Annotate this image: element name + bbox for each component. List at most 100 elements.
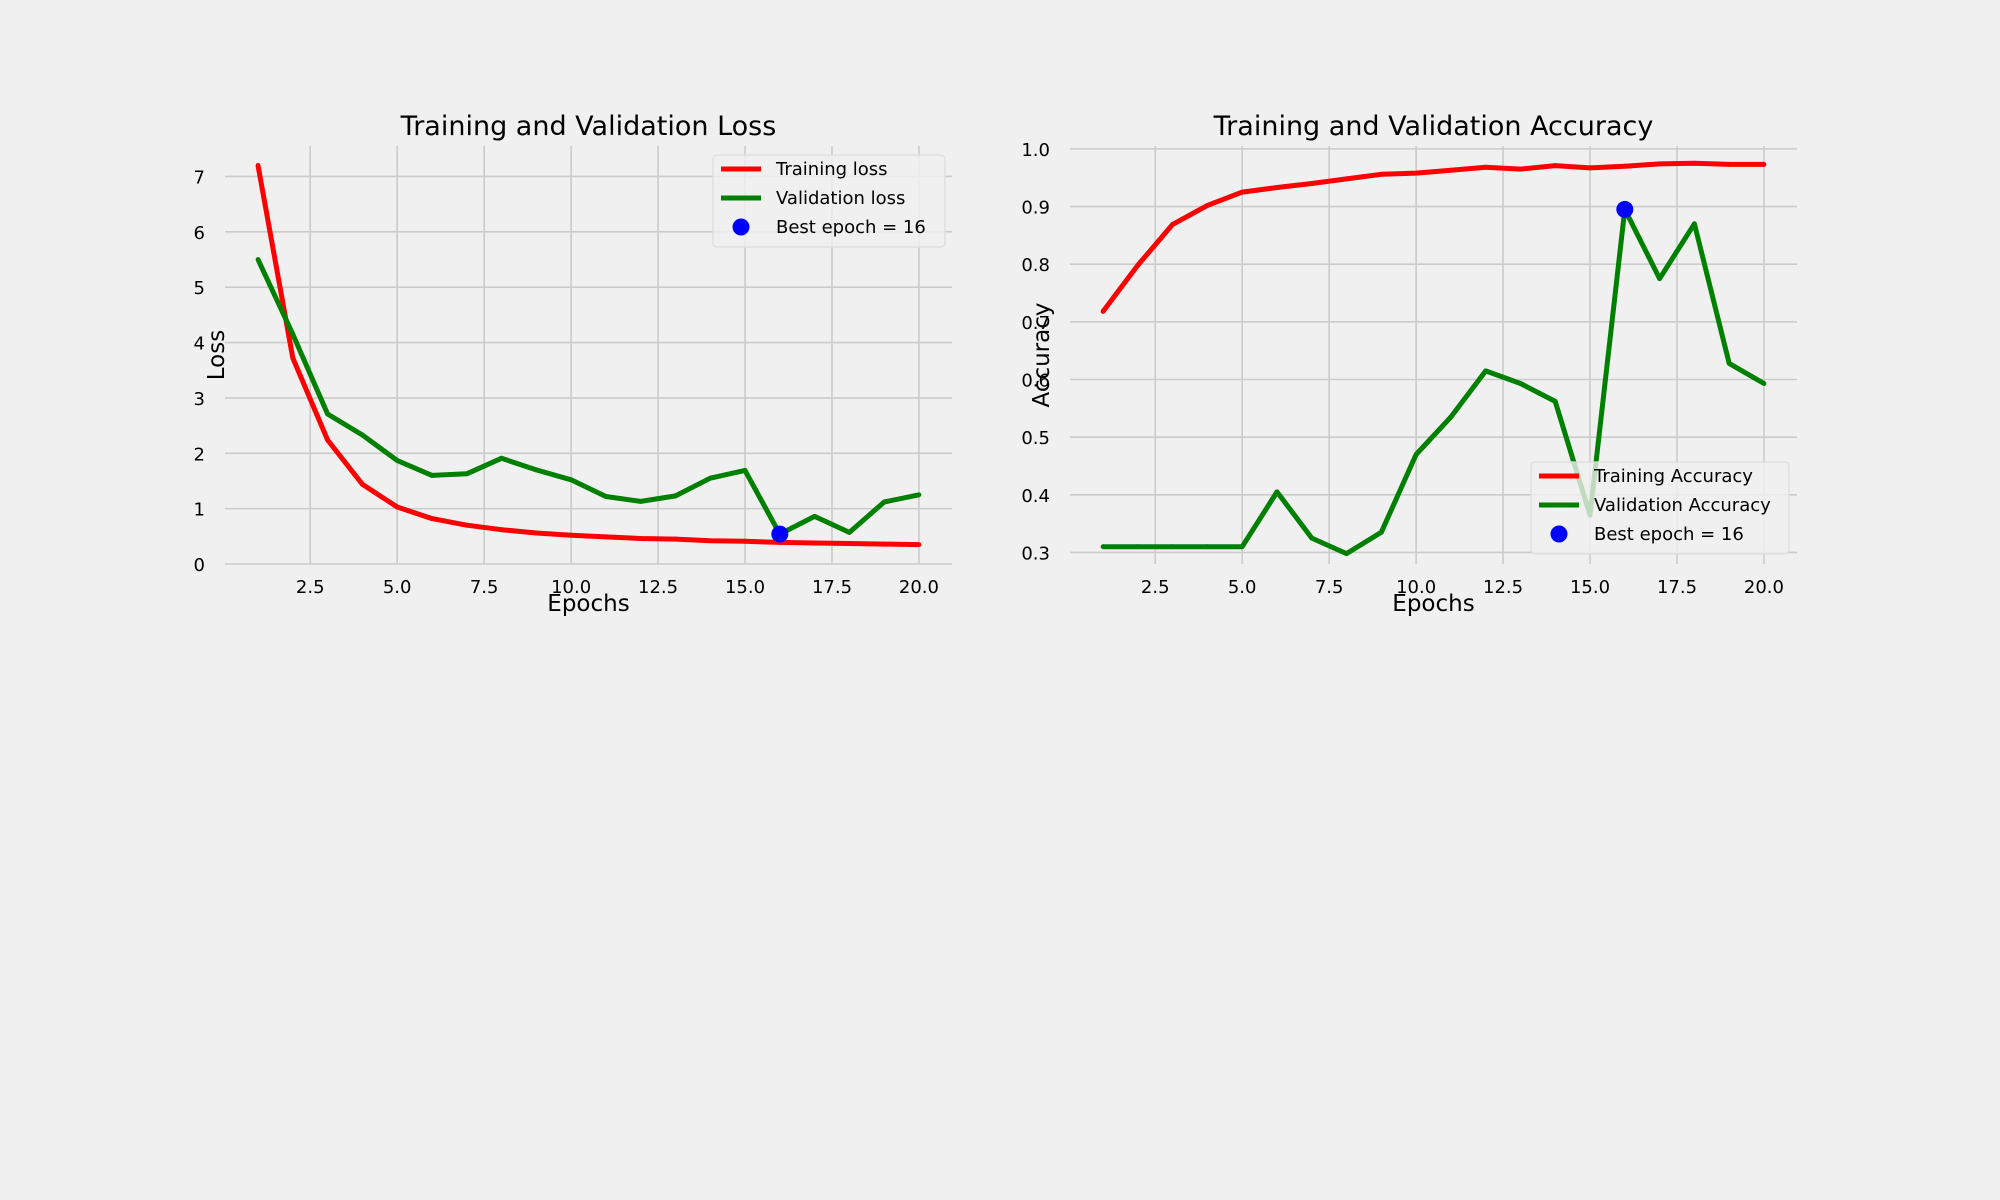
data-point <box>1726 162 1732 167</box>
x-tick-label: 7.5 <box>470 577 499 598</box>
data-point <box>1100 544 1106 550</box>
y-tick-label: 1 <box>194 500 205 521</box>
data-point <box>1344 551 1349 557</box>
legend-label: Validation loss <box>776 188 905 209</box>
x-tick-label: 17.5 <box>1657 577 1697 598</box>
data-point <box>1274 185 1280 190</box>
x-axis-label: Epochs <box>547 591 629 617</box>
data-point <box>1239 189 1245 195</box>
data-point <box>1483 368 1489 374</box>
chart-title: Training and Validation Accuracy <box>1213 111 1654 142</box>
data-point <box>394 504 400 510</box>
best-epoch-marker <box>771 525 789 543</box>
y-tick-label: 0.5 <box>1021 428 1050 449</box>
data-point <box>742 538 748 544</box>
chart-title: Training and Validation Loss <box>400 111 777 142</box>
data-point <box>359 432 365 438</box>
x-tick-label: 12.5 <box>1483 577 1523 598</box>
data-point <box>1239 544 1245 550</box>
data-point <box>1691 221 1697 227</box>
data-point <box>1657 276 1663 282</box>
data-point <box>290 331 296 337</box>
y-tick-label: 3 <box>194 389 205 410</box>
series-line-validation <box>1103 206 1766 557</box>
x-tick-label: 20.0 <box>899 577 939 598</box>
data-point <box>568 532 574 538</box>
y-tick-label: 6 <box>194 223 205 244</box>
data-point <box>429 473 435 478</box>
data-point <box>1552 163 1558 169</box>
y-axis-label: Accuracy <box>1029 302 1055 407</box>
x-tick-label: 15.0 <box>1570 577 1610 598</box>
data-point <box>1204 544 1210 550</box>
data-point <box>812 513 818 519</box>
data-point <box>1726 360 1732 366</box>
data-point <box>499 527 504 533</box>
series-line-validation <box>255 258 920 537</box>
data-point <box>707 475 713 481</box>
legend-label: Training Accuracy <box>1593 466 1753 487</box>
y-tick-label: 1.0 <box>1021 140 1050 161</box>
data-point <box>707 538 713 544</box>
data-point <box>742 468 748 473</box>
data-point <box>638 499 644 504</box>
x-tick-label: 5.0 <box>1228 577 1257 598</box>
x-tick-label: 20.0 <box>1744 577 1784 598</box>
series-line-training <box>255 164 920 548</box>
data-point <box>603 534 609 540</box>
data-point <box>359 481 365 487</box>
data-point <box>881 499 887 505</box>
legend-label: Best epoch = 16 <box>776 217 926 238</box>
data-point <box>1761 381 1767 386</box>
data-point <box>1761 162 1767 167</box>
x-tick-label: 15.0 <box>725 577 765 598</box>
data-point <box>1100 309 1106 314</box>
data-point <box>673 536 678 542</box>
legend-box <box>1530 461 1790 555</box>
data-point <box>1587 165 1593 171</box>
data-point <box>881 541 887 547</box>
data-point <box>1413 452 1419 457</box>
data-point <box>1691 160 1697 166</box>
data-point <box>1378 529 1384 535</box>
legend-box <box>712 154 946 248</box>
data-point <box>255 162 261 168</box>
y-tick-label: 0.4 <box>1021 486 1050 507</box>
x-tick-label: 2.5 <box>1141 577 1170 598</box>
data-point <box>1378 171 1384 177</box>
data-point <box>1135 544 1141 550</box>
data-point <box>429 516 435 522</box>
data-point <box>1518 166 1523 172</box>
data-point <box>1448 414 1454 420</box>
y-tick-label: 0.3 <box>1021 543 1050 564</box>
data-point <box>638 536 644 541</box>
x-tick-label: 10.0 <box>551 577 591 598</box>
data-point <box>916 542 922 548</box>
data-point <box>1483 164 1489 170</box>
data-point <box>1448 167 1454 173</box>
series-line-training <box>1101 160 1764 314</box>
data-point <box>846 530 852 535</box>
data-point <box>846 541 852 546</box>
data-point <box>1170 544 1176 550</box>
data-point <box>1309 535 1315 541</box>
x-axis-label: Epochs <box>1392 591 1474 617</box>
data-point <box>603 494 609 499</box>
data-point <box>325 437 331 443</box>
legend-label: Best epoch = 16 <box>1594 524 1744 545</box>
y-axis-label: Loss <box>204 330 230 380</box>
y-tick-label: 7 <box>194 167 205 188</box>
x-tick-label: 10.0 <box>1396 577 1436 598</box>
legend-marker <box>1550 525 1568 543</box>
data-point <box>1518 381 1523 386</box>
data-point <box>255 257 261 262</box>
data-point <box>673 493 678 499</box>
accuracy-chart: 2.5 5.0 7.5 10.0 12.5 15.0 17.5 20.0 0.3 0.4 0.5 0.… <box>1021 111 1797 617</box>
data-point <box>1657 161 1663 167</box>
best-epoch-marker <box>1616 200 1634 218</box>
data-point <box>916 492 922 498</box>
data-point <box>1309 181 1315 186</box>
y-tick-label: 0.7 <box>1021 313 1050 334</box>
data-point <box>1552 399 1558 404</box>
